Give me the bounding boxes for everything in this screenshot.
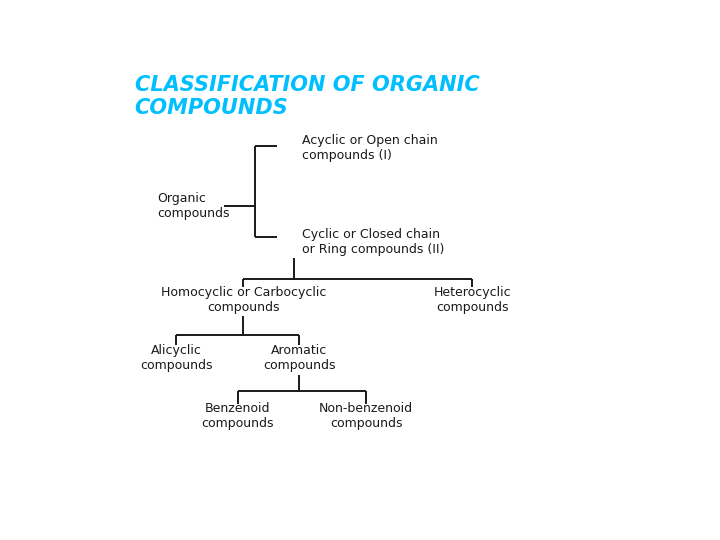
Text: COMPOUNDS: COMPOUNDS [135,98,289,118]
Text: Benzenoid
compounds: Benzenoid compounds [202,402,274,430]
Text: Acyclic or Open chain
compounds (I): Acyclic or Open chain compounds (I) [302,134,438,162]
Text: Heterocyclic
compounds: Heterocyclic compounds [433,286,511,314]
Text: CLASSIFICATION OF ORGANIC: CLASSIFICATION OF ORGANIC [135,75,480,95]
Text: Homocyclic or Carbocyclic
compounds: Homocyclic or Carbocyclic compounds [161,286,326,314]
Text: Cyclic or Closed chain
or Ring compounds (II): Cyclic or Closed chain or Ring compounds… [302,227,444,255]
Text: Aromatic
compounds: Aromatic compounds [263,344,336,372]
Text: Non-benzenoid
compounds: Non-benzenoid compounds [319,402,413,430]
Text: Alicyclic
compounds: Alicyclic compounds [140,344,212,372]
Text: Organic
compounds: Organic compounds [157,192,230,220]
